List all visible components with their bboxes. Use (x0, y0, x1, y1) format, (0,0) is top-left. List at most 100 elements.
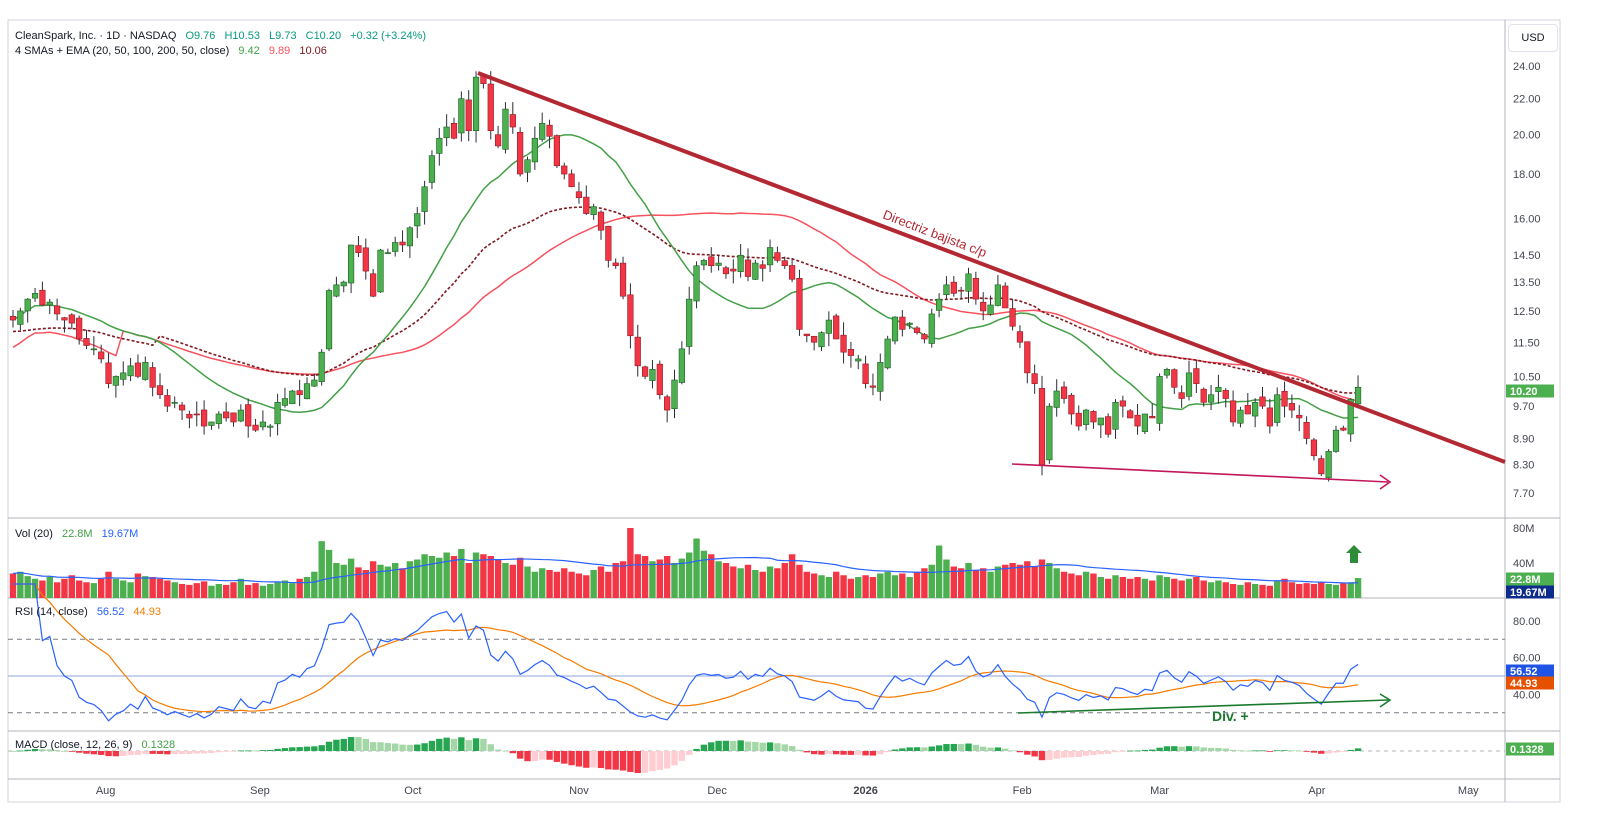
volume-bar (1266, 585, 1274, 598)
macd-legend[interactable]: MACD (close, 12, 26, 9) 0.1328 (15, 739, 181, 752)
macd-histogram-bar (355, 737, 362, 751)
volume-bar (75, 580, 83, 598)
macd-histogram-bar (333, 739, 340, 751)
macd-histogram-bar (1119, 751, 1127, 752)
candle (487, 83, 494, 132)
volume-bar (303, 577, 311, 598)
volume-bar (1310, 584, 1318, 598)
macd-histogram-bar (1259, 750, 1266, 752)
volume-bar (1171, 578, 1178, 598)
macd-histogram-bar (105, 751, 112, 757)
candle (259, 421, 267, 428)
candle (1119, 400, 1126, 407)
volume-bar (1259, 584, 1266, 598)
macd-histogram-bar (259, 750, 267, 751)
macd-histogram-bar (524, 751, 531, 762)
candle (965, 273, 972, 292)
candle (627, 294, 634, 337)
macd-histogram-bar (1222, 748, 1229, 751)
volume-bar (1031, 566, 1038, 598)
candle (987, 304, 994, 315)
candle (450, 123, 458, 139)
volume-bar (355, 567, 362, 598)
volume-bar (965, 563, 972, 598)
candle (811, 335, 818, 343)
macd-histogram-bar (296, 747, 303, 751)
volume-bar (1090, 573, 1097, 598)
volume-bar (539, 568, 546, 598)
macd-histogram-bar (156, 751, 164, 755)
bearish-trendline[interactable] (477, 71, 1506, 464)
price-axis-label: 14.50 (1513, 250, 1541, 262)
macd-histogram-bar (414, 744, 421, 751)
candle (494, 134, 502, 147)
volume-bar (575, 573, 583, 598)
volume-bar (531, 571, 539, 598)
volume-bar (369, 561, 377, 598)
macd-histogram-bar (428, 740, 436, 751)
candle (428, 155, 436, 183)
volume-bar (1207, 582, 1215, 598)
support-arrow[interactable] (1011, 463, 1392, 490)
candle (149, 367, 156, 388)
volume-bar (994, 566, 1002, 598)
candle (788, 265, 796, 280)
volume-bar (693, 538, 700, 598)
rsi-legend[interactable]: RSI (14, close) 56.52 44.93 (15, 606, 167, 619)
ma-legend[interactable]: 4 SMAs + EMA (20, 50, 100, 200, 50, clos… (15, 45, 333, 58)
candle (134, 362, 142, 377)
candle (98, 351, 105, 360)
volume-bar (502, 563, 509, 598)
macd-histogram-bar (774, 743, 781, 751)
volume-bar (1251, 584, 1259, 598)
volume-bar (1053, 568, 1060, 598)
macd-histogram-bar (252, 750, 259, 752)
macd-label: MACD (close, 12, 26, 9) (15, 739, 133, 751)
rsi-divergence-arrow[interactable] (1017, 693, 1392, 714)
volume-bar (561, 568, 568, 598)
volume-bar (1178, 580, 1185, 598)
candle (722, 267, 730, 275)
volume-bar (296, 578, 303, 598)
ohlc-close: C10.20 (305, 30, 342, 42)
rsi-label: RSI (14, close) (15, 606, 88, 618)
macd-histogram-bar (171, 751, 178, 755)
volume-bar (663, 556, 671, 598)
candle (612, 262, 619, 267)
candle (377, 249, 384, 293)
macd-histogram-bar (1038, 751, 1046, 761)
macd-histogram-bar (9, 751, 17, 752)
candle (9, 316, 17, 321)
candle (1325, 451, 1332, 479)
macd-histogram-bar (833, 751, 840, 755)
volume-bar (759, 571, 766, 598)
candle (1207, 394, 1215, 403)
candle (76, 317, 83, 340)
volume-ma-value: 19.67M (101, 528, 139, 540)
macd-histogram-bar (325, 741, 333, 751)
macd-histogram-bar (1149, 749, 1156, 751)
candle (877, 362, 884, 392)
volume-bar (17, 571, 24, 598)
macd-histogram-bar (1060, 751, 1068, 758)
macd-histogram-bar (730, 740, 737, 751)
macd-histogram-bar (208, 751, 215, 753)
rsi-line (13, 583, 1359, 722)
candle (443, 126, 450, 139)
macd-histogram-bar (1354, 748, 1362, 751)
price-axis-label: 24.00 (1513, 61, 1541, 73)
macd-histogram-bar (972, 744, 980, 751)
volume-bar (1009, 563, 1016, 598)
macd-histogram-bar (487, 744, 494, 751)
macd-histogram-bar (450, 738, 458, 751)
volume-legend[interactable]: Vol (20) 22.8M 19.67M (15, 528, 144, 541)
volume-bar (921, 568, 928, 598)
candle (619, 262, 627, 297)
volume-bar (524, 566, 531, 598)
macd-histogram-bar (590, 751, 597, 768)
currency-button[interactable]: USD (1508, 24, 1558, 52)
volume-bar (311, 571, 318, 598)
volume-bar (53, 582, 61, 598)
candle (1347, 398, 1354, 435)
